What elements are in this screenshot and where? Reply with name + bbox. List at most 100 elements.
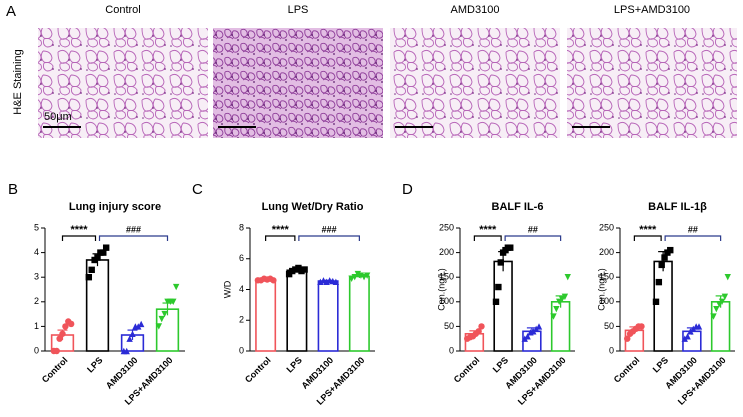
histology-image	[38, 28, 208, 138]
y-tick-label: 0	[449, 345, 454, 355]
data-point	[478, 323, 485, 330]
bar	[317, 280, 339, 352]
significance-label: ##	[688, 224, 698, 234]
significance-bracket	[265, 235, 296, 241]
data-point	[351, 274, 358, 281]
panel-letter: C	[192, 181, 203, 198]
data-point	[655, 278, 663, 286]
significance-bracket	[504, 235, 562, 241]
x-tick-label: LPS	[491, 355, 510, 374]
x-tick-label: AMD3100	[104, 355, 140, 391]
histology-image	[213, 28, 383, 138]
bar	[653, 260, 673, 352]
chart-title: BALF IL-6	[492, 201, 544, 213]
significance-label: ****	[272, 224, 290, 236]
y-tick-label: 250	[599, 222, 614, 232]
data-point	[718, 298, 726, 305]
bar	[255, 278, 277, 352]
significance-bracket	[664, 235, 722, 241]
bar	[85, 259, 110, 352]
data-point	[721, 293, 729, 301]
bar	[286, 269, 308, 352]
significance-label: ###	[126, 224, 141, 234]
data-point	[62, 323, 69, 330]
data-point	[713, 305, 720, 313]
x-tick-label: Control	[612, 355, 642, 385]
data-point	[155, 323, 163, 330]
y-tick-label: 8	[239, 222, 244, 232]
y-axis-label: Con.(ng/L)	[596, 268, 606, 311]
data-point	[535, 323, 543, 330]
data-point	[558, 296, 566, 303]
bar	[493, 260, 513, 352]
data-point	[363, 272, 371, 279]
significance-label: ##	[528, 224, 538, 234]
data-point	[161, 310, 168, 318]
data-point	[710, 313, 717, 320]
data-point	[564, 274, 571, 281]
data-point	[652, 298, 660, 305]
data-point	[684, 333, 691, 340]
data-point	[555, 298, 563, 305]
data-point	[123, 347, 130, 355]
data-point	[492, 298, 500, 305]
chart-title: BALF IL-1β	[648, 201, 707, 213]
data-point	[687, 328, 694, 335]
y-tick-label: 2	[34, 296, 39, 306]
data-point	[85, 274, 93, 281]
data-point	[497, 259, 504, 266]
panel-letter: B	[8, 181, 18, 198]
data-point	[638, 323, 645, 330]
y-tick-label: 50	[604, 321, 614, 331]
y-tick-label: 0	[239, 345, 244, 355]
data-point	[135, 323, 142, 330]
data-point	[681, 335, 688, 342]
y-tick-label: 4	[239, 284, 244, 294]
y-axis-label: W/D	[222, 280, 232, 298]
significance-bracket	[298, 235, 360, 241]
significance-label: ****	[70, 224, 88, 236]
data-point	[59, 330, 66, 337]
data-point	[661, 254, 668, 261]
significance-label: ****	[639, 224, 657, 236]
data-point	[724, 274, 731, 281]
panel-letter: D	[402, 181, 413, 198]
y-tick-label: 1	[34, 321, 39, 331]
chart-title: Lung injury score	[69, 201, 161, 213]
x-tick-label: LPS	[651, 355, 670, 374]
significance-bracket	[98, 235, 169, 241]
data-point	[667, 246, 674, 254]
y-tick-label: 150	[599, 272, 614, 282]
data-point	[126, 335, 133, 342]
y-tick-label: 100	[439, 296, 454, 306]
data-point	[53, 347, 60, 355]
data-point	[695, 323, 703, 330]
data-point	[521, 335, 528, 342]
data-point	[507, 244, 514, 251]
data-point	[561, 293, 569, 301]
x-tick-label: Control	[243, 355, 273, 385]
x-tick-label: Control	[452, 355, 482, 385]
data-point	[332, 278, 340, 286]
y-tick-label: 250	[439, 222, 454, 232]
significance-label: ###	[322, 224, 337, 234]
y-tick-label: 100	[599, 296, 614, 306]
y-tick-label: 50	[444, 321, 454, 331]
y-tick-label: 6	[239, 253, 244, 263]
y-tick-label: 0	[609, 345, 614, 355]
data-point	[550, 313, 557, 320]
significance-label: ****	[479, 224, 497, 236]
image-title: LPS+AMD3100	[614, 4, 690, 16]
data-point	[172, 283, 180, 291]
bar	[710, 300, 731, 352]
data-point	[102, 244, 110, 251]
data-point	[94, 254, 101, 261]
y-tick-label: 5	[34, 222, 39, 232]
data-point	[715, 301, 723, 308]
data-point	[170, 298, 177, 305]
bar	[155, 308, 180, 352]
data-point	[100, 249, 107, 256]
y-tick-label: 150	[439, 272, 454, 282]
scale-bar-label: 50μm	[44, 111, 72, 123]
